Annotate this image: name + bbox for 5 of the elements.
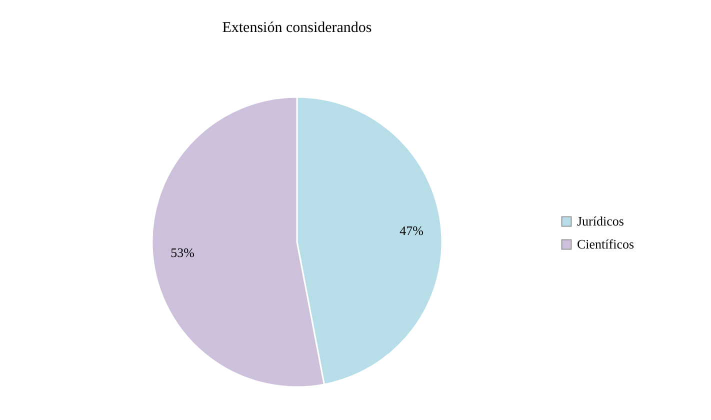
data-label: 53% [170, 244, 195, 260]
legend-label: Científicos [577, 236, 634, 252]
data-label: 47% [400, 223, 424, 238]
legend-label: Jurídicos [577, 214, 624, 228]
chart-title: Extensión considerandos [222, 20, 372, 36]
